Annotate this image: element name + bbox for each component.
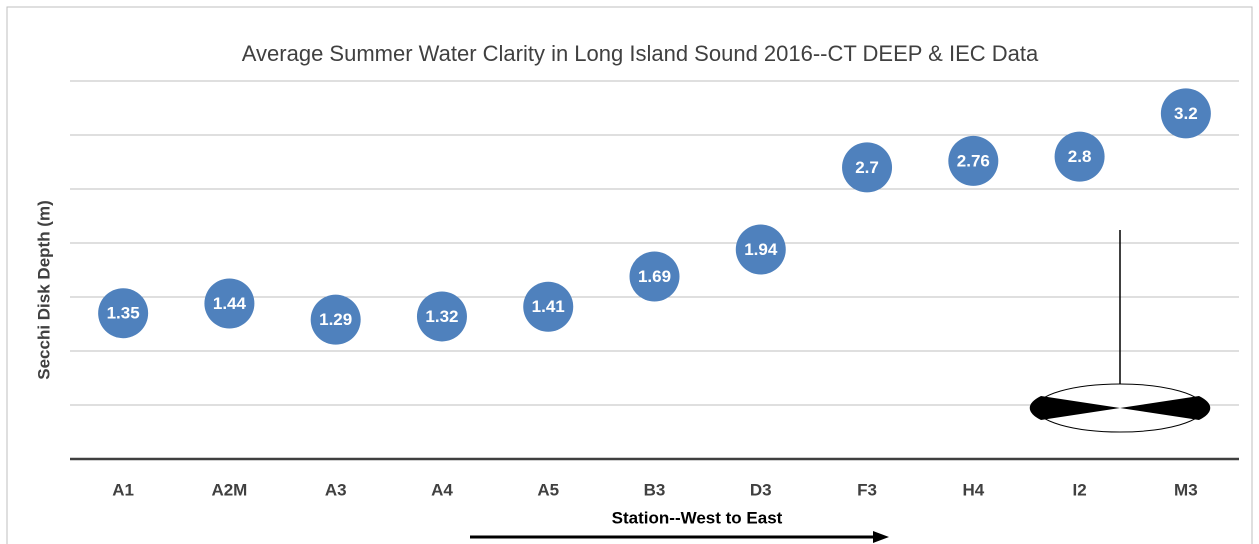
disk-wedge [1120,396,1211,420]
data-point [1160,88,1211,139]
data-label: 1.32 [425,307,458,326]
data-label: 1.41 [532,297,565,316]
data-label: 1.94 [744,240,778,259]
chart-title: Average Summer Water Clarity in Long Isl… [241,41,1039,66]
disk-wedge [1029,396,1120,420]
data-point [735,224,786,275]
x-tick-label: F3 [857,480,877,499]
secchi-disk [1029,230,1211,433]
x-tick-label: D3 [750,480,772,499]
data-point [629,251,680,302]
data-label: 1.69 [638,267,671,286]
x-tick-label: A3 [325,480,347,499]
x-tick-label: A5 [537,480,559,499]
x-tick-label: I2 [1072,480,1086,499]
x-tick-label: A1 [112,480,134,499]
data-label: 2.76 [957,151,990,170]
data-label: 2.8 [1068,147,1092,166]
chart-border [6,6,1253,544]
data-label: 2.7 [855,158,879,177]
data-label: 1.44 [213,294,247,313]
data-point [1054,131,1105,182]
x-tick-label: A4 [431,480,453,499]
data-label: 1.29 [319,310,352,329]
data-point [416,291,467,342]
data-point [948,135,999,186]
x-axis-label: Station--West to East [612,508,783,527]
x-tick-label: M3 [1174,480,1198,499]
data-point [310,294,361,345]
x-tick-label: H4 [962,480,984,499]
data-point [842,142,893,193]
y-axis-label: Secchi Disk Depth (m) [34,200,53,380]
arrow-head [873,531,889,543]
data-point [98,288,149,339]
data-point [204,278,255,329]
x-tick-label: B3 [644,480,666,499]
x-tick-label: A2M [211,480,247,499]
data-point [523,281,574,332]
data-label: 1.35 [107,304,140,323]
data-label: 3.2 [1174,104,1198,123]
